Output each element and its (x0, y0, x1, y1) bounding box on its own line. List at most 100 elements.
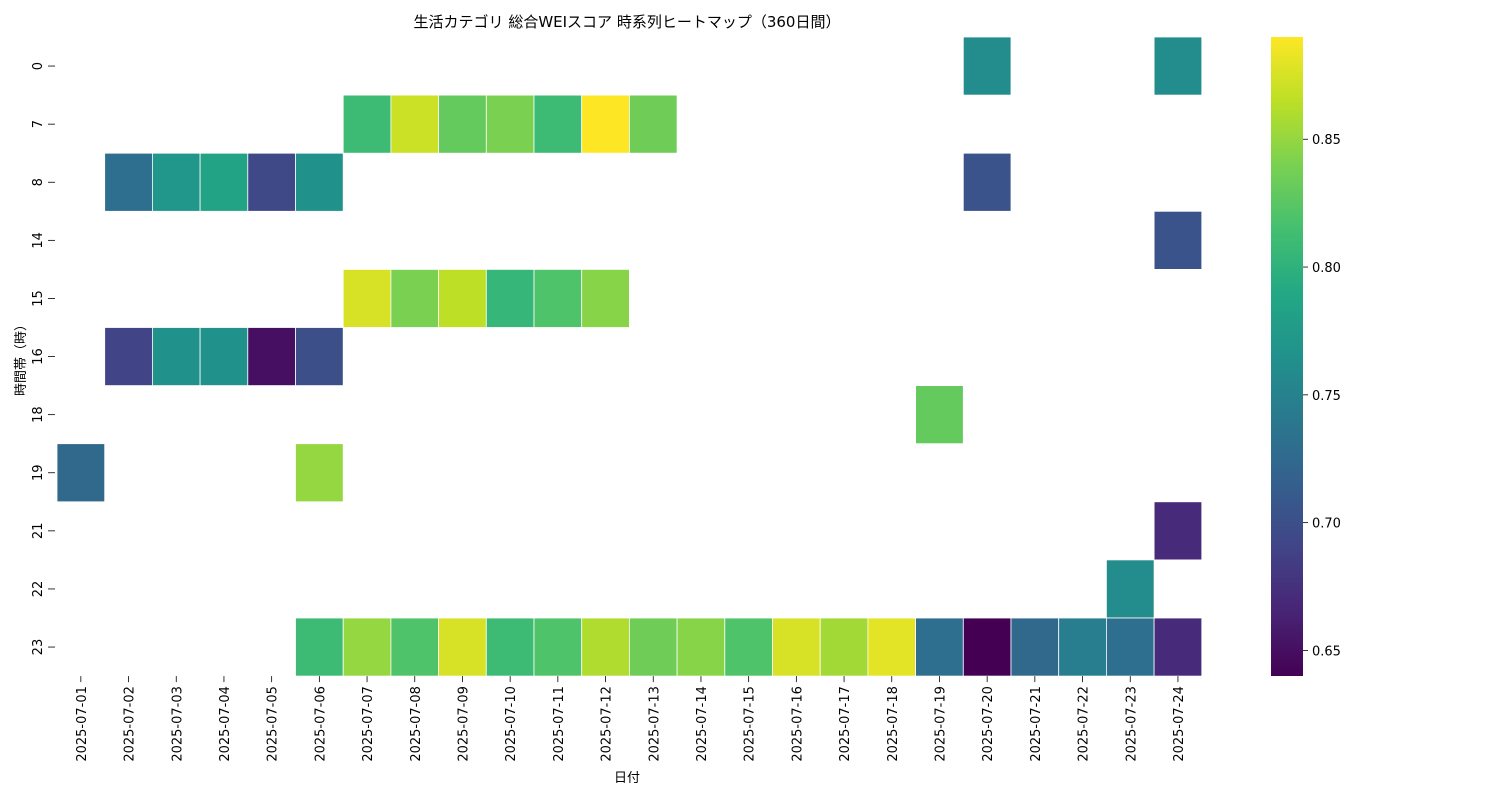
y-tick-label: 7 (31, 120, 46, 128)
x-tick-label: 2025-07-24 (1172, 686, 1187, 762)
x-tick-label: 2025-07-17 (838, 686, 853, 762)
heatmap-cell (438, 617, 487, 677)
heatmap-cell (104, 327, 153, 386)
colorbar-tick-label: 0.70 (1312, 517, 1341, 532)
x-tick-label: 2025-07-19 (933, 686, 948, 762)
heatmap-cell (1106, 617, 1155, 677)
heatmap-cell (1010, 617, 1060, 677)
heatmap-cell (915, 385, 964, 445)
x-tick-label: 2025-07-02 (123, 686, 138, 762)
heatmap-cell (1058, 617, 1107, 677)
heatmap-cell (342, 94, 392, 154)
heatmap-cells (56, 36, 1203, 677)
heatmap-cell (342, 268, 392, 328)
y-tick-label: 18 (31, 406, 46, 423)
x-tick-label: 2025-07-14 (695, 686, 710, 762)
y-tick-label: 21 (31, 523, 46, 540)
y-tick-label: 16 (31, 348, 46, 365)
heatmap-cell (629, 94, 678, 154)
colorbar-tick-label: 0.85 (1312, 133, 1341, 148)
heatmap-cell (199, 152, 249, 212)
y-tick-label: 8 (31, 178, 46, 186)
heatmap-cell (1153, 36, 1203, 96)
colorbar-ticks: 0.65 0.70 0.75 0.80 0.85 (1303, 133, 1341, 659)
colorbar (1271, 37, 1303, 676)
heatmap-cell (199, 327, 249, 386)
heatmap-cell (581, 94, 630, 154)
heatmap-cell (247, 152, 296, 212)
heatmap-cell (56, 443, 106, 503)
y-tick-label: 0 (31, 62, 46, 70)
y-tick-label: 22 (31, 581, 46, 598)
x-tick-label: 2025-07-06 (313, 686, 328, 762)
x-tick-label: 2025-07-22 (1077, 686, 1092, 762)
x-tick-label: 2025-07-18 (886, 686, 901, 762)
heatmap-cell (629, 617, 678, 677)
x-axis-title: 日付 (614, 771, 640, 786)
heatmap-cell (1153, 210, 1203, 270)
y-tick-label: 19 (31, 464, 46, 481)
heatmap-cell (724, 617, 773, 677)
heatmap-cell (962, 36, 1012, 96)
colorbar-tick-label: 0.65 (1312, 644, 1341, 659)
heatmap-cell (915, 617, 964, 677)
y-axis-title: 時間帯（時） (14, 318, 29, 396)
x-tick-label: 2025-07-03 (170, 686, 185, 762)
heatmap-cell (295, 327, 344, 386)
heatmap-cell (390, 94, 439, 154)
heatmap-cell (151, 152, 201, 212)
heatmap-cell (151, 327, 201, 386)
heatmap-cell (295, 617, 344, 677)
heatmap-cell (533, 94, 583, 154)
x-tick-label: 2025-07-05 (266, 686, 281, 762)
heatmap-cell (295, 443, 344, 503)
heatmap-cell (390, 617, 439, 677)
x-tick-label: 2025-07-23 (1124, 686, 1139, 762)
x-axis-ticks: 2025-07-01 2025-07-02 2025-07-03 2025-07-04… (75, 676, 1187, 762)
heatmap-cell (533, 617, 583, 677)
heatmap-cell (438, 94, 487, 154)
heatmap-cell (676, 617, 726, 677)
x-tick-label: 2025-07-13 (647, 686, 662, 762)
heatmap-cell (342, 617, 392, 677)
heatmap-cell (867, 617, 917, 677)
heatmap-cell (247, 327, 296, 386)
x-tick-label: 2025-07-12 (600, 686, 615, 762)
x-tick-label: 2025-07-15 (743, 686, 758, 762)
heatmap-cell (581, 268, 630, 328)
heatmap-cell (390, 268, 439, 328)
x-tick-label: 2025-07-21 (1029, 686, 1044, 762)
heatmap-cell (104, 152, 153, 212)
x-tick-label: 2025-07-01 (75, 686, 90, 762)
colorbar-tick-label: 0.80 (1312, 261, 1341, 276)
heatmap-cell (485, 94, 535, 154)
heatmap-cell (772, 617, 821, 677)
heatmap-cell (962, 152, 1012, 212)
chart-title: 生活カテゴリ 総合WEIスコア 時系列ヒートマップ（360日間） (414, 13, 841, 31)
colorbar-tick-label: 0.75 (1312, 389, 1341, 404)
heatmap-cell (1153, 501, 1203, 561)
heatmap-cell (438, 268, 487, 328)
y-tick-label: 15 (31, 290, 46, 307)
heatmap-cell (485, 268, 535, 328)
x-tick-label: 2025-07-11 (552, 686, 567, 762)
heatmap-cell (962, 617, 1012, 677)
x-tick-label: 2025-07-07 (361, 686, 376, 762)
heatmap-cell (1106, 559, 1155, 619)
y-tick-label: 14 (31, 232, 46, 249)
heatmap-cell (533, 268, 583, 328)
heatmap-cell (581, 617, 630, 677)
heatmap-cell (819, 617, 869, 677)
y-axis-ticks: 0 7 8 14 15 16 18 19 21 22 23 (31, 62, 55, 655)
x-tick-label: 2025-07-16 (790, 686, 805, 762)
heatmap-cell (295, 152, 344, 212)
x-tick-label: 2025-07-08 (409, 686, 424, 762)
y-tick-label: 23 (31, 639, 46, 656)
heatmap-cell (1153, 617, 1203, 677)
x-tick-label: 2025-07-20 (981, 686, 996, 762)
x-tick-label: 2025-07-09 (456, 686, 471, 762)
x-tick-label: 2025-07-10 (504, 686, 519, 762)
x-tick-label: 2025-07-04 (218, 686, 233, 762)
heatmap-cell (485, 617, 535, 677)
